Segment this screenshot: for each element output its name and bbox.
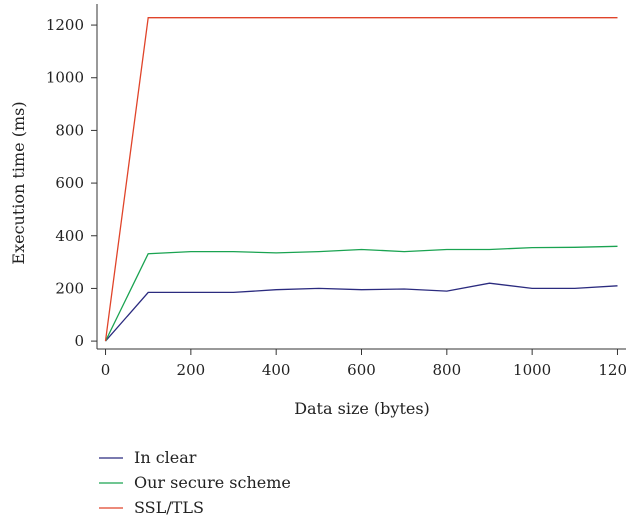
x-tick-label: 200: [177, 361, 206, 379]
series-layer: [104, 17, 618, 342]
x-tick-label: 800: [433, 361, 462, 379]
legend-label-ssl-tls: SSL/TLS: [134, 498, 204, 517]
y-axis-label: Execution time (ms): [9, 101, 28, 264]
y-tick-label: 1200: [46, 16, 84, 34]
x-tick-label: 1200: [598, 361, 626, 379]
y-tick-label: 1000: [46, 69, 84, 87]
x-tick-label: 0: [101, 361, 111, 379]
legend: In clear Our secure scheme SSL/TLS: [99, 448, 291, 517]
y-tick-label: 600: [55, 174, 84, 192]
y-tick-label: 0: [74, 332, 84, 350]
series-line-in-clear: [105, 282, 618, 342]
x-axis-label: Data size (bytes): [294, 399, 430, 418]
y-tick-label: 400: [55, 227, 84, 245]
y-tick-label: 800: [55, 121, 84, 139]
y-tick-label: 200: [55, 279, 84, 297]
x-tick-label: 1000: [513, 361, 551, 379]
x-axis: 0 200 400 600 800 1000 1200: [101, 349, 626, 379]
series-line-ssl-tls: [104, 17, 618, 342]
series-line-our-secure-scheme: [104, 245, 618, 342]
legend-label-in-clear: In clear: [134, 448, 197, 467]
plot-area: [96, 4, 626, 350]
x-tick-label: 600: [347, 361, 376, 379]
x-tick-label: 400: [262, 361, 291, 379]
legend-label-our-secure-scheme: Our secure scheme: [134, 473, 291, 492]
y-axis: 0 200 400 600 800 1000 1200: [46, 16, 97, 350]
